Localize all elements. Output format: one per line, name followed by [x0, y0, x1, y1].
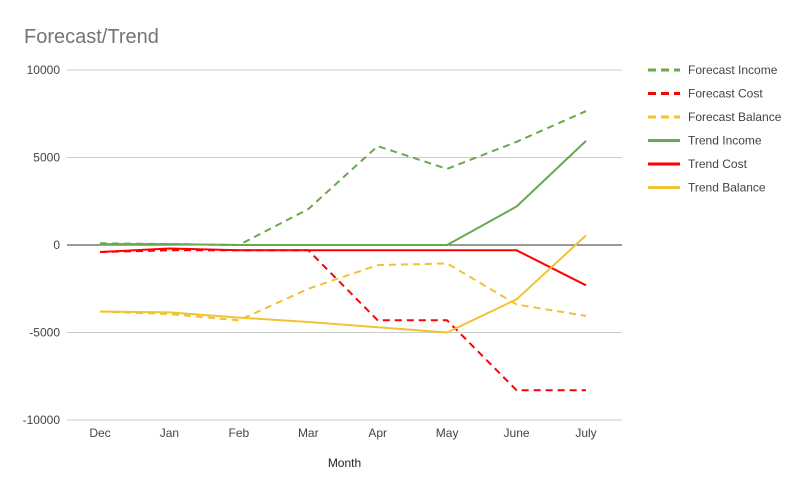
legend-item: Forecast Cost	[648, 87, 763, 101]
y-tick-label: -5000	[29, 326, 60, 340]
y-tick-label: 5000	[33, 151, 60, 165]
x-tick-label: Mar	[298, 426, 319, 440]
series-line-trend-income	[100, 140, 587, 246]
x-tick-label: Dec	[89, 426, 110, 440]
series-line-forecast-income	[99, 110, 587, 246]
x-tick-label: Jan	[160, 426, 179, 440]
y-tick-label: 10000	[27, 63, 61, 77]
legend-label: Trend Cost	[688, 157, 748, 171]
y-tick-label: -10000	[23, 413, 61, 427]
y-axis-ticks: 10000 5000 0 -5000 -10000	[23, 63, 61, 427]
series-line-trend-cost	[99, 247, 587, 287]
legend-label: Trend Income	[688, 134, 762, 148]
x-tick-label: Apr	[368, 426, 387, 440]
legend-label: Forecast Balance	[688, 110, 782, 124]
x-axis-ticks: Dec Jan Feb Mar Apr May June July	[89, 426, 596, 440]
y-tick-label: 0	[53, 238, 60, 252]
chart-title: Forecast/Trend	[24, 26, 159, 48]
series-line-forecast-cost	[99, 249, 586, 392]
legend-item: Forecast Income	[648, 63, 778, 77]
series-line-trend-balance	[99, 234, 587, 334]
legend-label: Trend Balance	[688, 181, 766, 195]
legend-item: Trend Income	[648, 134, 762, 148]
series-lines	[99, 110, 587, 392]
legend-item: Forecast Balance	[648, 110, 782, 124]
x-axis-title: Month	[328, 456, 361, 470]
series-line-forecast-balance	[99, 262, 587, 322]
x-tick-label: Feb	[229, 426, 250, 440]
x-tick-label: May	[436, 426, 459, 440]
x-tick-label: June	[504, 426, 530, 440]
legend-label: Forecast Income	[688, 63, 778, 77]
legend-item: Trend Cost	[648, 157, 748, 171]
legend-item: Trend Balance	[648, 181, 766, 195]
legend: Forecast Income Forecast Cost Forecast Bal…	[648, 63, 782, 195]
legend-label: Forecast Cost	[688, 87, 763, 101]
x-tick-label: July	[575, 426, 596, 440]
